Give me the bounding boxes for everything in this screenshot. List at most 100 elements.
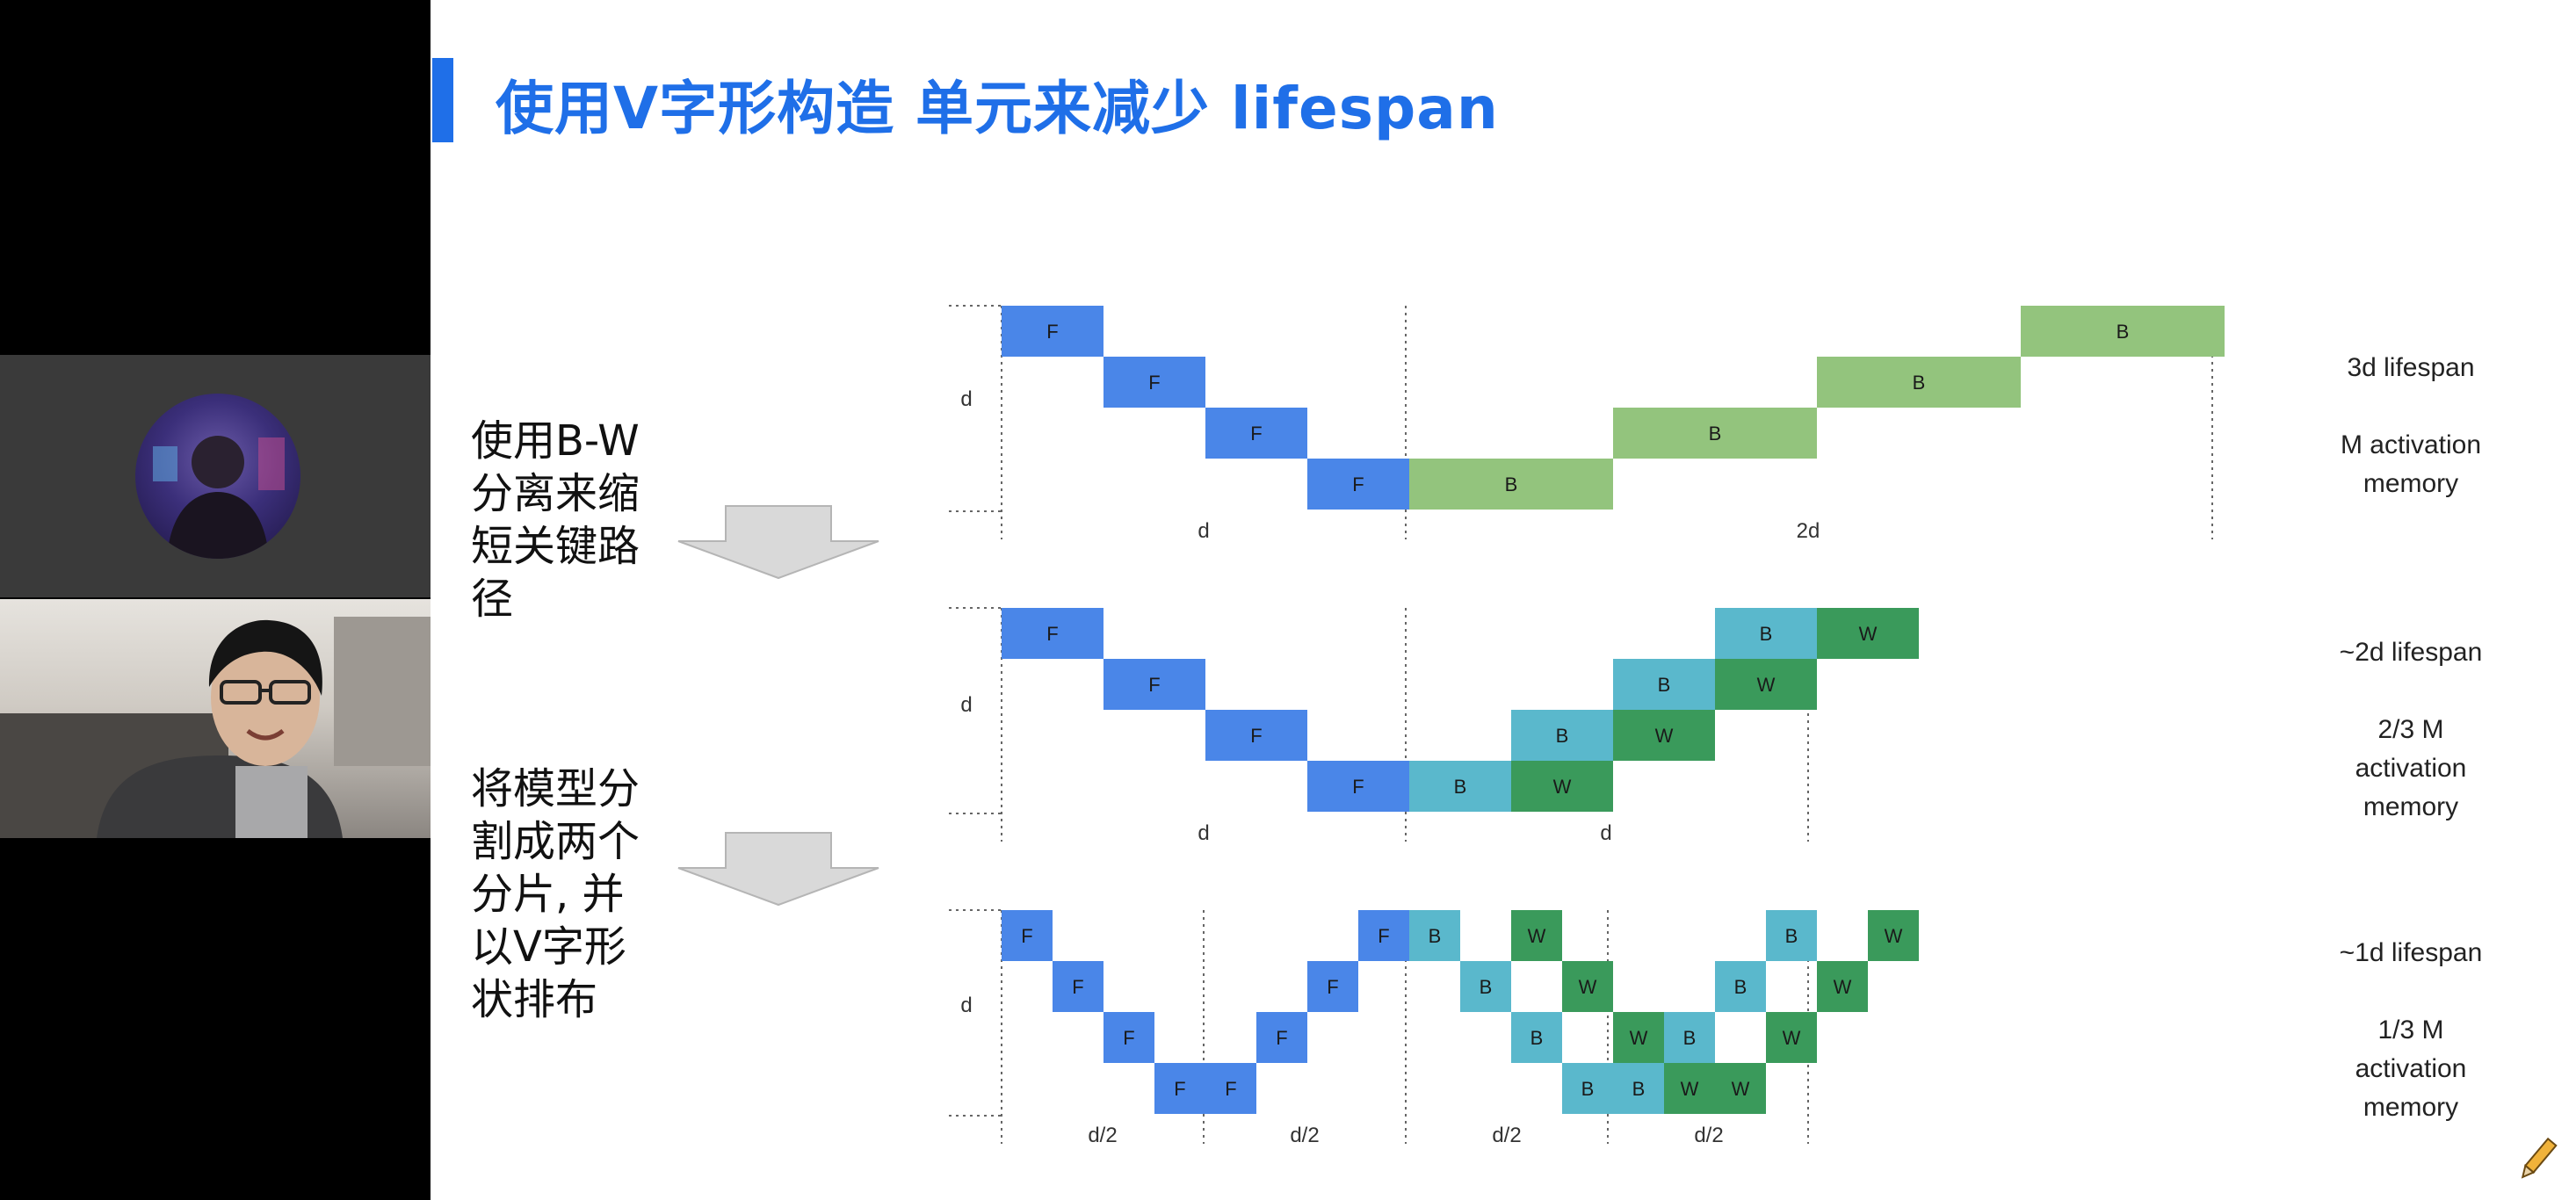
- avatar: [135, 394, 300, 559]
- block-W: [1817, 608, 1919, 659]
- block-label-W: W: [1885, 925, 1903, 947]
- x-axis-label: d/2: [1290, 1124, 1319, 1147]
- block-B: [1409, 910, 1460, 961]
- step2-line: 状排布: [471, 975, 598, 1024]
- block-B: [1562, 1063, 1613, 1114]
- step2-line: 将模型分: [471, 764, 640, 813]
- block-B: [1613, 408, 1817, 459]
- block-label-W: W: [1859, 623, 1878, 645]
- block-label-W: W: [1655, 725, 1674, 747]
- block-F: [1205, 1063, 1256, 1114]
- block-F: [1154, 1063, 1205, 1114]
- avatar-image: [153, 436, 285, 559]
- block-B: [1715, 608, 1817, 659]
- step1-line: 分离来缩: [471, 469, 640, 518]
- block-B: [1409, 761, 1511, 812]
- block-label-B: B: [1429, 925, 1442, 947]
- block-label-F: F: [1225, 1078, 1236, 1100]
- block-label-B: B: [1760, 623, 1773, 645]
- block-F: [1205, 710, 1307, 761]
- x-axis-label: d/2: [1492, 1124, 1521, 1147]
- block-label-F: F: [1148, 372, 1160, 394]
- block-W: [1817, 961, 1868, 1012]
- y-axis-label: d: [960, 693, 972, 717]
- block-label-W: W: [1579, 976, 1597, 998]
- row-note: activation: [2355, 754, 2467, 783]
- block-W: [1613, 1012, 1664, 1063]
- pencil-icon[interactable]: [2519, 1137, 2558, 1181]
- row-note: memory: [2363, 792, 2458, 821]
- block-F: [1307, 459, 1409, 510]
- block-label-B: B: [1556, 725, 1569, 747]
- x-axis-label: d: [1600, 821, 1611, 845]
- step1-line: 使用B-W: [471, 416, 640, 466]
- block-label-W: W: [1553, 776, 1572, 798]
- block-F: [1103, 659, 1205, 710]
- slide-title: 使用V字形构造 单元来减少 lifespan: [496, 75, 1499, 142]
- block-label-F: F: [1174, 1078, 1185, 1100]
- block-label-F: F: [1123, 1027, 1134, 1049]
- x-axis-label: 2d: [1797, 519, 1820, 543]
- x-axis-label: d: [1198, 821, 1209, 845]
- block-label-F: F: [1046, 321, 1058, 343]
- block-F: [1307, 761, 1409, 812]
- block-label-W: W: [1630, 1027, 1648, 1049]
- block-W: [1664, 1063, 1715, 1114]
- step1-text: 使用B-W 分离来缩 短关键路 径: [471, 415, 640, 625]
- block-B: [1460, 961, 1511, 1012]
- block-F: [1205, 408, 1307, 459]
- row-note: 1/3 M: [2377, 1016, 2443, 1045]
- down-arrow-icon: [677, 505, 879, 580]
- block-B: [1409, 459, 1613, 510]
- block-W: [1511, 910, 1562, 961]
- block-B: [1613, 659, 1715, 710]
- step2-line: 分片, 并: [471, 870, 625, 919]
- x-axis-label: d/2: [1694, 1124, 1723, 1147]
- block-label-B: B: [1530, 1027, 1544, 1049]
- block-label-B: B: [1454, 776, 1467, 798]
- block-label-B: B: [2117, 321, 2130, 343]
- block-label-F: F: [1250, 725, 1262, 747]
- row-note: ~1d lifespan: [2340, 938, 2483, 967]
- block-B: [1613, 1063, 1664, 1114]
- block-label-F: F: [1378, 925, 1389, 947]
- title-accent-bar: [432, 58, 453, 142]
- block-F: [1256, 1012, 1307, 1063]
- block-F: [1002, 608, 1103, 659]
- block-label-B: B: [1658, 674, 1671, 696]
- block-label-W: W: [1834, 976, 1852, 998]
- down-arrow-icon: [677, 832, 879, 907]
- step2-text: 将模型分 割成两个 分片, 并 以V字形 状排布: [471, 763, 640, 1026]
- block-W: [1511, 761, 1613, 812]
- row-note: 2/3 M: [2377, 715, 2443, 744]
- block-label-F: F: [1276, 1027, 1287, 1049]
- block-label-B: B: [1683, 1027, 1697, 1049]
- block-F: [1002, 910, 1053, 961]
- step1-line: 短关键路: [471, 522, 640, 571]
- block-label-F: F: [1072, 976, 1083, 998]
- row-note: ~2d lifespan: [2340, 638, 2483, 667]
- block-B: [1817, 357, 2021, 408]
- x-axis-label: d/2: [1088, 1124, 1117, 1147]
- block-F: [1002, 306, 1103, 357]
- step2-line: 以V字形: [471, 922, 626, 972]
- block-label-W: W: [1783, 1027, 1801, 1049]
- block-label-F: F: [1046, 623, 1058, 645]
- y-axis-label: d: [960, 387, 972, 411]
- block-W: [1715, 1063, 1766, 1114]
- block-label-F: F: [1148, 674, 1160, 696]
- participant-tile-camera[interactable]: [0, 599, 431, 838]
- y-axis-label: d: [960, 994, 972, 1017]
- step1-line: 径: [471, 575, 514, 624]
- block-F: [1307, 961, 1358, 1012]
- block-B: [1766, 910, 1817, 961]
- block-B: [2021, 306, 2225, 357]
- block-label-B: B: [1581, 1078, 1595, 1100]
- block-W: [1562, 961, 1613, 1012]
- row-note: 3d lifespan: [2347, 353, 2474, 382]
- row-note: memory: [2363, 1093, 2458, 1122]
- block-F: [1053, 961, 1103, 1012]
- block-label-F: F: [1352, 776, 1364, 798]
- block-label-B: B: [1505, 473, 1518, 495]
- block-label-W: W: [1732, 1078, 1750, 1100]
